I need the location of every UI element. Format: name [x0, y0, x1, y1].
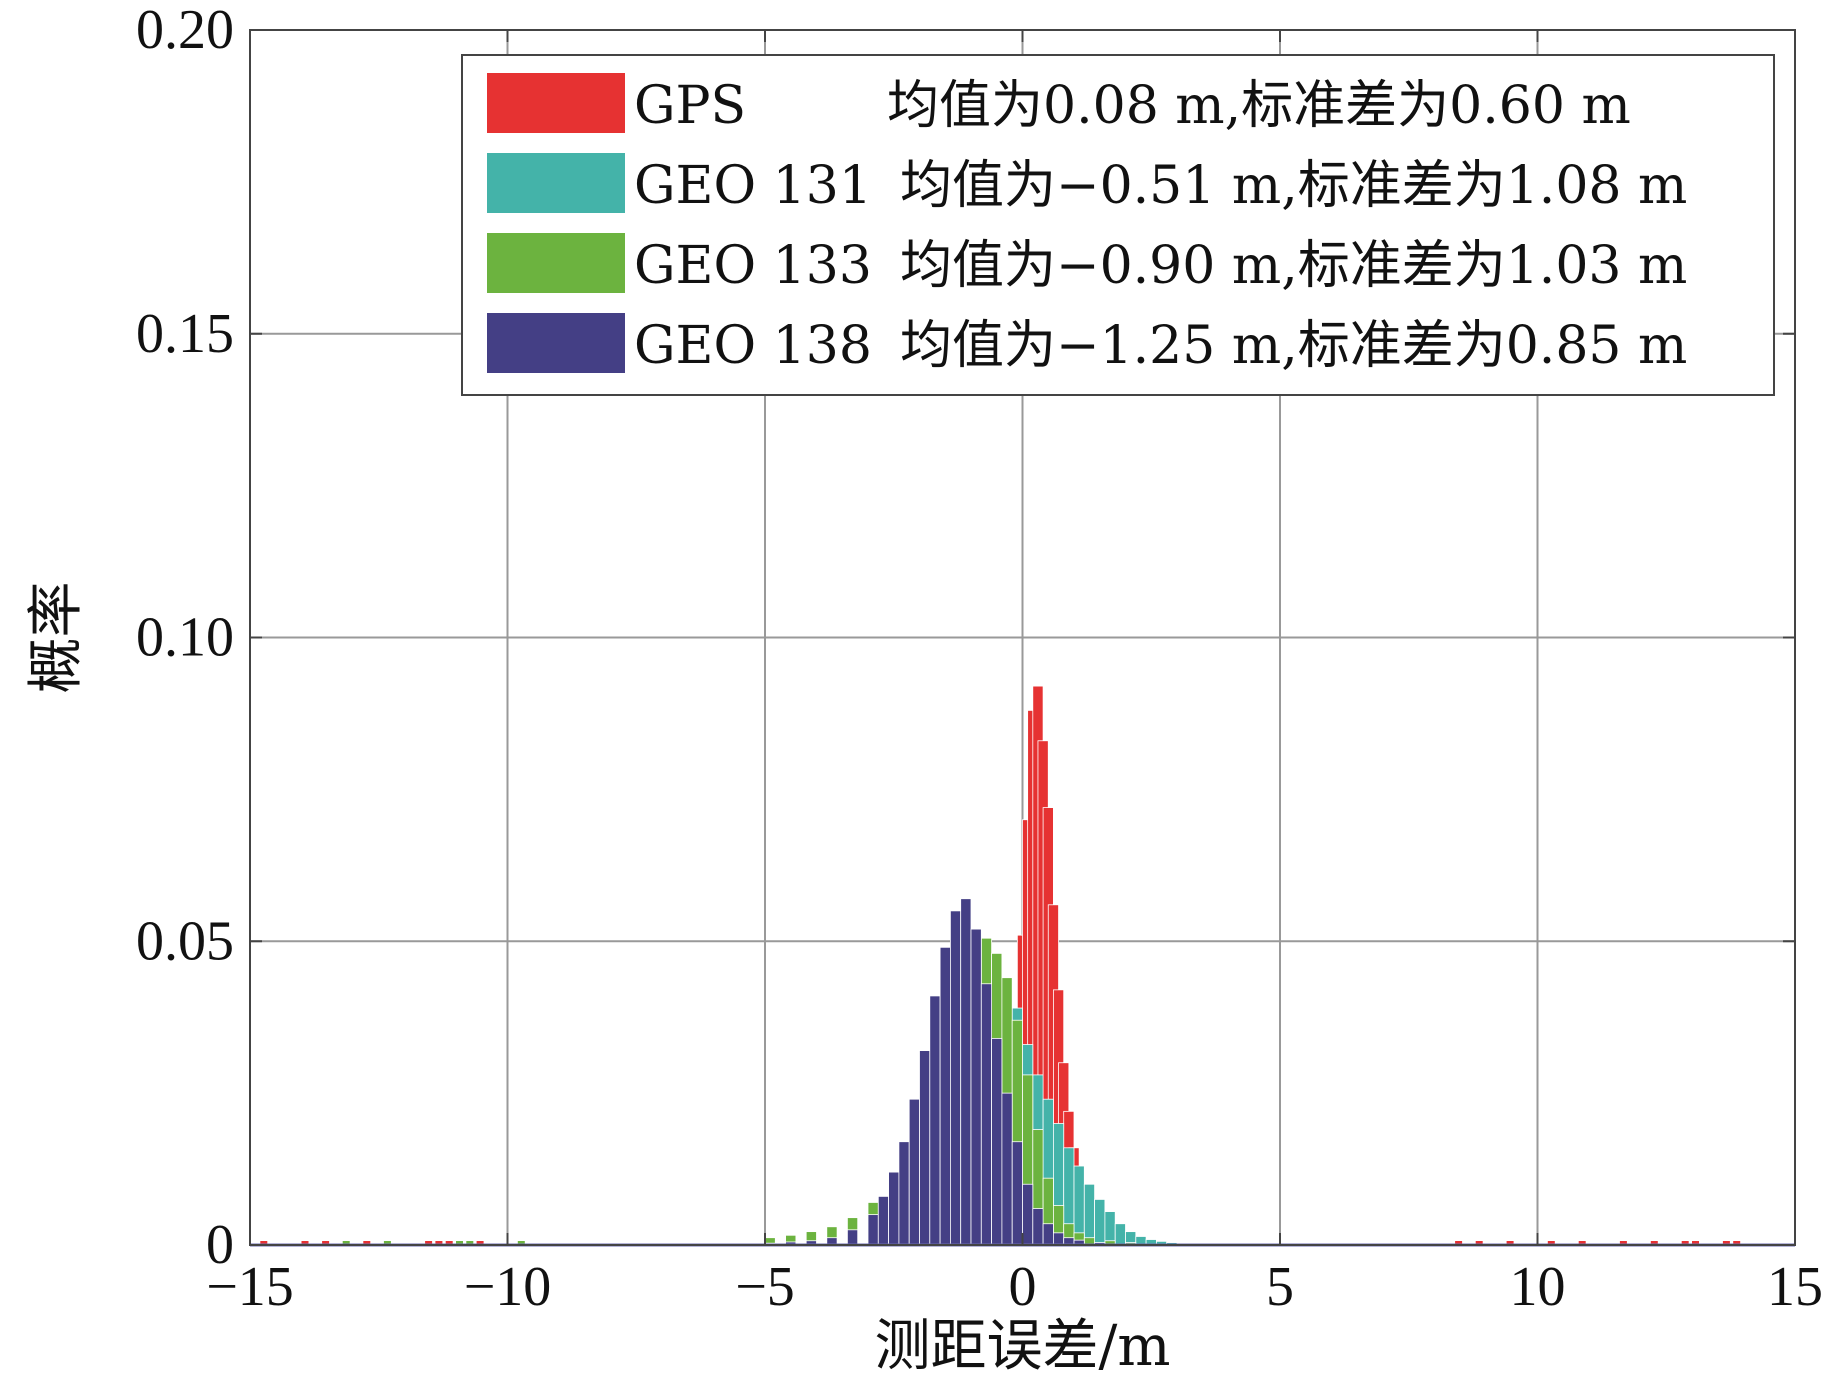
histogram-bar	[950, 910, 962, 1246]
outlier-bar	[1619, 1241, 1627, 1245]
histogram-bar	[1011, 1141, 1023, 1246]
x-tick-label: −15	[206, 1256, 294, 1318]
outlier-bar	[383, 1241, 391, 1245]
histogram-bar	[1053, 1232, 1065, 1246]
outlier-bar	[456, 1241, 463, 1245]
histogram-bar	[1032, 1208, 1044, 1246]
histogram-bar	[847, 1229, 859, 1246]
histogram-bar	[1104, 1211, 1116, 1246]
x-tick-label: 15	[1767, 1256, 1823, 1318]
y-tick-label: 0	[206, 1214, 234, 1276]
y-tick-label: 0.05	[136, 910, 234, 972]
histogram-bar	[1094, 1199, 1106, 1246]
legend-swatch	[487, 313, 625, 373]
outlier-bar	[260, 1241, 268, 1245]
y-tick-label: 0.10	[136, 607, 234, 669]
y-axis-label: 概率	[24, 582, 89, 694]
histogram-bar	[980, 983, 992, 1246]
outlier-bar	[363, 1241, 371, 1245]
histogram-bar	[991, 1038, 1003, 1246]
legend-box	[461, 54, 1775, 396]
outlier-bar	[1650, 1241, 1658, 1245]
legend-series-stats: 均值为−0.51 m,标准差为1.08 m	[900, 156, 1687, 216]
legend-series-stats: 均值为0.08 m,标准差为0.60 m	[887, 76, 1631, 136]
legend-swatch	[487, 233, 625, 293]
histogram-bar	[867, 1214, 879, 1246]
histogram-bar	[908, 1098, 920, 1246]
outlier-bar	[1506, 1241, 1514, 1245]
y-tick-label: 0.15	[136, 303, 234, 365]
histogram-bar	[1083, 1183, 1096, 1246]
legend-series-stats: 均值为−1.25 m,标准差为0.85 m	[900, 316, 1687, 376]
x-tick-label: 0	[1009, 1256, 1037, 1318]
histogram-bar	[1001, 1092, 1013, 1246]
histogram-bar	[877, 1196, 889, 1246]
outlier-bar	[445, 1241, 453, 1245]
outlier-bar	[1547, 1241, 1555, 1245]
outlier-bar	[435, 1241, 443, 1245]
outlier-bar	[1733, 1241, 1741, 1245]
histogram-bar	[1042, 1223, 1054, 1246]
histogram-bar	[1114, 1223, 1126, 1246]
outlier-bar	[1722, 1241, 1730, 1245]
legend-series-stats: 均值为−0.90 m,标准差为1.03 m	[900, 236, 1687, 296]
x-tick-label: 10	[1510, 1256, 1566, 1318]
outlier-bar	[476, 1241, 484, 1245]
outlier-bar	[301, 1241, 309, 1245]
outlier-bar	[425, 1241, 433, 1245]
histogram-bar	[939, 946, 951, 1246]
outlier-bar	[1681, 1241, 1689, 1245]
x-tick-label: −10	[464, 1256, 552, 1318]
legend-swatch	[487, 73, 625, 133]
legend-series-name: GEO 131	[634, 156, 872, 216]
histogram-bar	[1022, 1183, 1034, 1246]
outlier-bar	[1692, 1241, 1699, 1245]
legend-series-name: GEO 138	[634, 316, 872, 376]
x-axis-label: 测距误差/m	[875, 1314, 1171, 1379]
histogram-bar	[929, 995, 941, 1246]
legend-swatch	[487, 153, 625, 213]
outlier-bar	[466, 1241, 474, 1245]
y-tick-label: 0.20	[136, 0, 234, 61]
histogram-bar	[919, 1050, 931, 1246]
outlier-bar	[517, 1241, 525, 1245]
histogram-bar	[970, 928, 982, 1246]
legend-series-name: GPS	[634, 76, 746, 136]
outlier-bar	[322, 1241, 330, 1245]
histogram-bar	[960, 898, 972, 1246]
outlier-bar	[1475, 1241, 1483, 1245]
x-tick-label: 5	[1266, 1256, 1294, 1318]
outlier-bar	[1578, 1241, 1586, 1245]
outlier-bar	[342, 1241, 350, 1245]
histogram-bar	[898, 1141, 910, 1246]
axis-ticks: −15 −10 −5 0 5 10 15 0 0.05 0.10 0.15 0.20	[136, 0, 1823, 1318]
x-tick-label: −5	[735, 1256, 795, 1318]
histogram-bar	[888, 1171, 900, 1246]
outlier-bar	[1455, 1241, 1463, 1245]
legend-series-name: GEO 133	[634, 236, 872, 296]
